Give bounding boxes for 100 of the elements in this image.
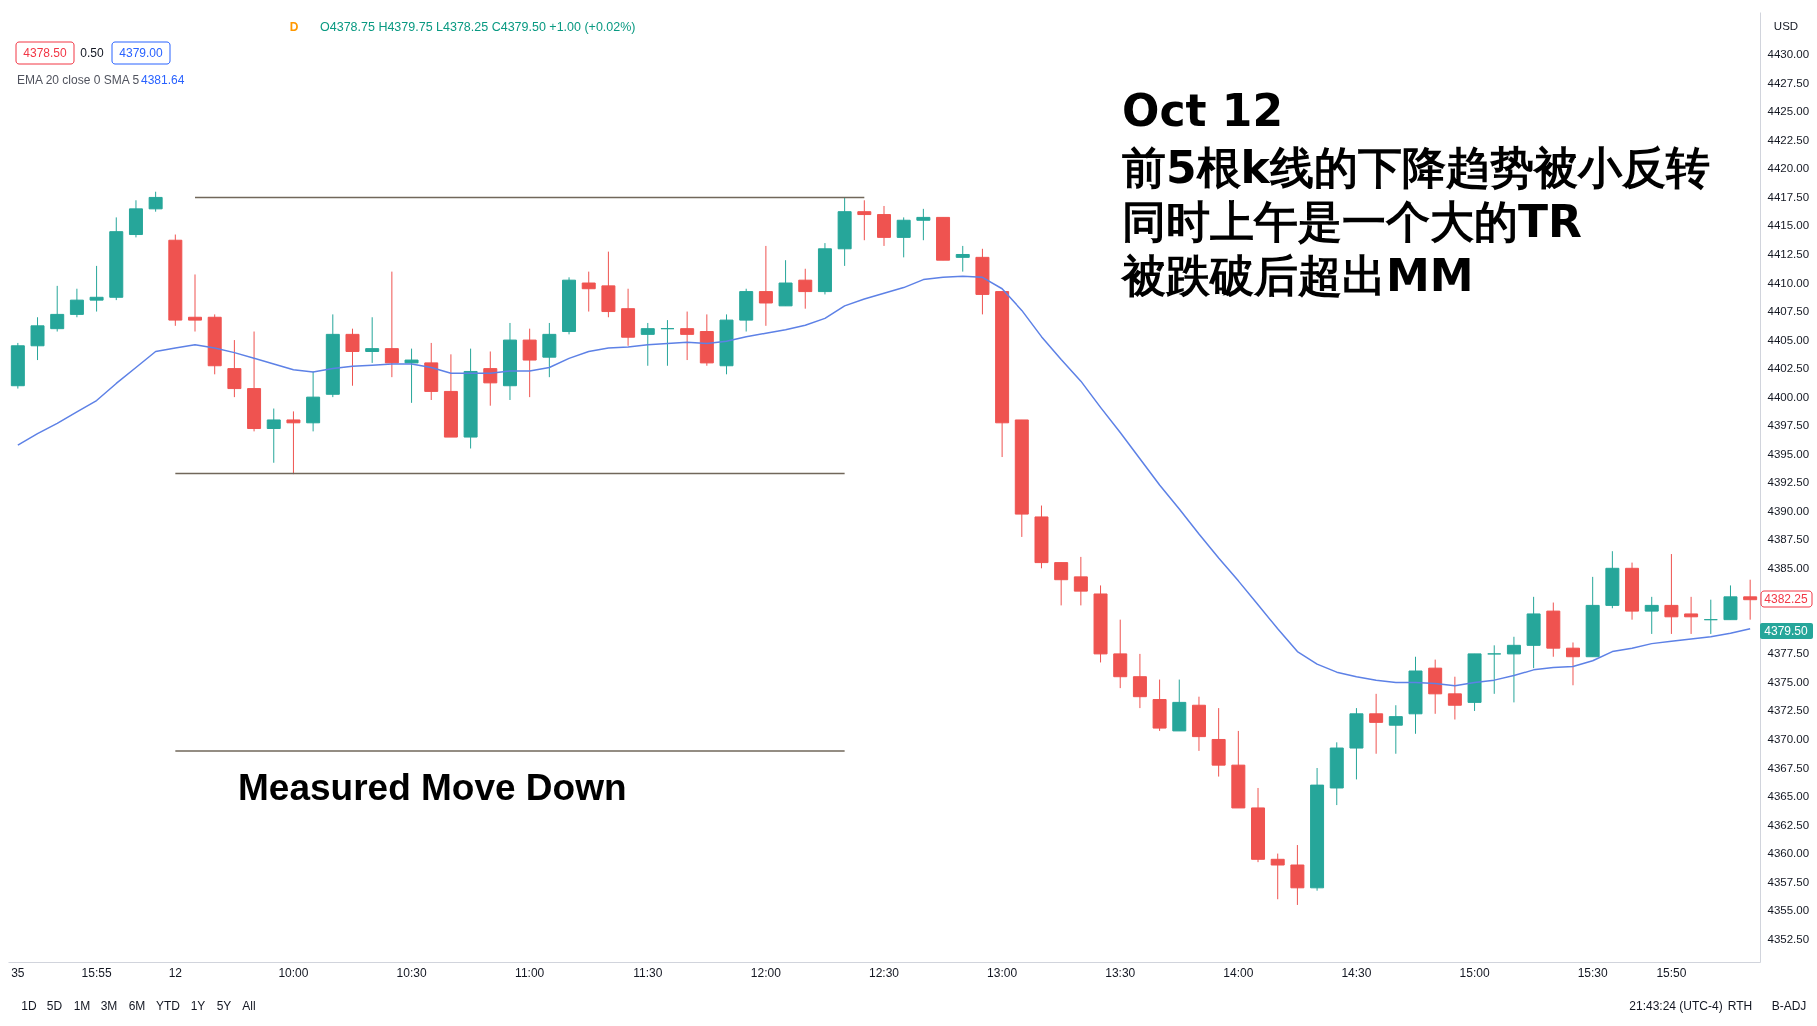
candlestick: [896, 216, 911, 258]
x-tick-label: 10:00: [278, 965, 309, 980]
y-tick-label: 4397.50: [1767, 419, 1810, 432]
annotation: 被跌破后超出MM: [1120, 250, 1474, 301]
x-tick-label: 35: [11, 965, 25, 980]
annotation: 同时上午是一个大的TR: [1122, 196, 1582, 247]
candlestick: [1290, 844, 1305, 906]
y-tick-label: 4427.50: [1767, 76, 1810, 89]
candlestick: [680, 311, 695, 361]
annotation: 0.50: [80, 46, 104, 60]
candlestick: [1054, 562, 1069, 606]
candlestick: [778, 259, 793, 307]
candlestick: [955, 245, 970, 273]
candlestick: [1132, 653, 1147, 709]
candlestick: [1369, 693, 1384, 755]
annotation: D: [289, 20, 299, 34]
x-tick-label: 14:30: [1341, 965, 1372, 980]
x-tick-label: 11:30: [633, 965, 663, 980]
annotation: 4381.64: [141, 73, 185, 87]
y-tick-label: 4410.00: [1767, 276, 1810, 289]
candlestick: [30, 316, 45, 361]
y-tick-label: 4387.50: [1767, 533, 1810, 546]
y-tick-label: 4390.00: [1767, 504, 1810, 517]
y-tick-label: 4357.50: [1767, 875, 1810, 888]
y-tick-label: 4355.00: [1767, 904, 1810, 917]
x-tick-label: 10:30: [396, 965, 427, 980]
candlestick: [365, 316, 380, 364]
candlestick: [1388, 704, 1403, 755]
candlestick: [916, 208, 931, 241]
candlestick: [1644, 596, 1659, 635]
candlestick: [345, 328, 360, 387]
x-tick-label: 15:00: [1459, 965, 1490, 980]
text: 1M: [73, 999, 91, 1013]
candlestick: [798, 268, 813, 310]
x-tick-label: 15:55: [81, 965, 112, 980]
candlestick: [640, 322, 655, 367]
y-tick-label: 4352.50: [1767, 932, 1810, 945]
text: 4382.25: [1764, 592, 1809, 606]
candlestick: [1664, 553, 1679, 635]
candlestick: [522, 328, 537, 398]
text: 6M: [128, 999, 146, 1013]
text: YTD: [156, 999, 181, 1013]
candlestick: [660, 319, 675, 367]
text: 1Y: [190, 999, 206, 1013]
text: 21:43:24 (UTC-4): [1629, 999, 1723, 1013]
candlestick: [542, 322, 557, 378]
x-tick-label: 14:00: [1223, 965, 1254, 980]
candlestick: [1743, 579, 1758, 621]
y-tick-label: 4400.00: [1767, 390, 1810, 403]
y-tick-label: 4370.00: [1767, 732, 1810, 745]
y-tick-label: 4425.00: [1767, 105, 1810, 118]
candlestick: [1506, 636, 1521, 703]
annotation: O4378.75 H4379.75 L4378.25 C4379.50 +1.00 (+0.02%): [320, 20, 636, 34]
candlestick: [1270, 853, 1285, 900]
candlestick: [1703, 599, 1718, 635]
y-tick-label: 4405.00: [1767, 333, 1810, 346]
text: 5Y: [216, 999, 232, 1013]
candlestick: [69, 288, 84, 318]
y-tick-label: 4385.00: [1767, 561, 1810, 574]
annotation: Oct 12: [1122, 85, 1284, 136]
candlestick: [89, 265, 104, 313]
text: EMA 20 close 0 SMA 5: [17, 73, 140, 87]
y-tick-label: 4360.00: [1767, 847, 1810, 860]
y-tick-label: 4430.00: [1767, 48, 1810, 61]
text: 3M: [100, 999, 118, 1013]
annotation: 4379.00: [119, 46, 164, 60]
y-tick-label: 4377.50: [1767, 647, 1810, 660]
x-tick-label: 11:00: [515, 965, 545, 980]
text: USD: [1773, 20, 1799, 32]
y-tick-label: 4407.50: [1767, 305, 1810, 318]
y-tick-label: 4372.50: [1767, 704, 1810, 717]
candlestick: [1113, 619, 1128, 689]
candlestick: [266, 408, 281, 464]
candlestick: [188, 273, 203, 333]
y-tick-label: 4412.50: [1767, 247, 1810, 260]
x-tick-label: 15:50: [1656, 965, 1687, 980]
y-tick-label: 4422.50: [1767, 133, 1810, 146]
y-tick-label: 4362.50: [1767, 818, 1810, 831]
candlestick: [404, 348, 419, 404]
candlestick: [758, 245, 773, 327]
candlestick: [148, 191, 163, 213]
candlestick: [1073, 556, 1088, 606]
x-tick-label: 15:30: [1577, 965, 1609, 980]
text: RTH: [1727, 999, 1753, 1013]
y-tick-label: 4395.00: [1767, 447, 1810, 460]
y-tick-label: 4392.50: [1767, 476, 1810, 489]
candlestick: [286, 410, 301, 475]
x-tick-label: 13:00: [987, 965, 1018, 980]
candlestick: [483, 350, 498, 407]
annotation: 前5根k线的下降趋势被小反转: [1122, 142, 1710, 193]
x-tick-label: 12:00: [750, 965, 782, 980]
candlestick: [50, 285, 65, 333]
y-tick-label: 4375.00: [1767, 675, 1810, 688]
y-tick-label: 4415.00: [1767, 219, 1810, 232]
x-tick-label: 12: [168, 965, 183, 980]
y-tick-label: 4367.50: [1767, 761, 1810, 774]
annotation: Measured Move Down: [238, 767, 627, 808]
text: All: [242, 999, 256, 1013]
y-tick-label: 4420.00: [1767, 162, 1810, 175]
candlestick: [1723, 584, 1738, 621]
